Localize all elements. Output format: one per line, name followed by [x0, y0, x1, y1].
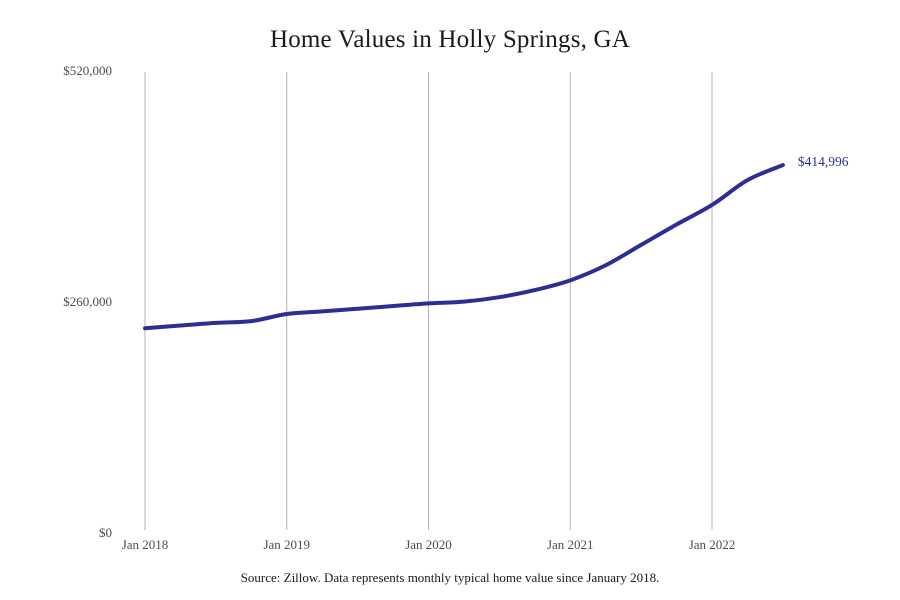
x-axis-tick-label-2: Jan 2020 [405, 537, 452, 552]
chart-title: Home Values in Holly Springs, GA [269, 26, 631, 53]
y-axis-tick-label-zero: $0 [99, 525, 112, 540]
y-axis-tick-label-top: $520,000 [63, 63, 112, 78]
x-axis-tick-label-3: Jan 2021 [546, 537, 594, 552]
source-note: Source: Zillow. Data represents monthly … [240, 570, 660, 585]
x-axis-tick-label-1: Jan 2019 [263, 537, 311, 552]
y-axis-tick-label-mid: $260,000 [63, 294, 112, 309]
x-axis-tick-label-4: Jan 2022 [688, 537, 736, 552]
x-axis-tick-label-0: Jan 2018 [121, 537, 169, 552]
gridlines-group [144, 72, 713, 530]
value-line-path [143, 163, 785, 331]
end-value-annotation: $414,996 [797, 154, 849, 170]
